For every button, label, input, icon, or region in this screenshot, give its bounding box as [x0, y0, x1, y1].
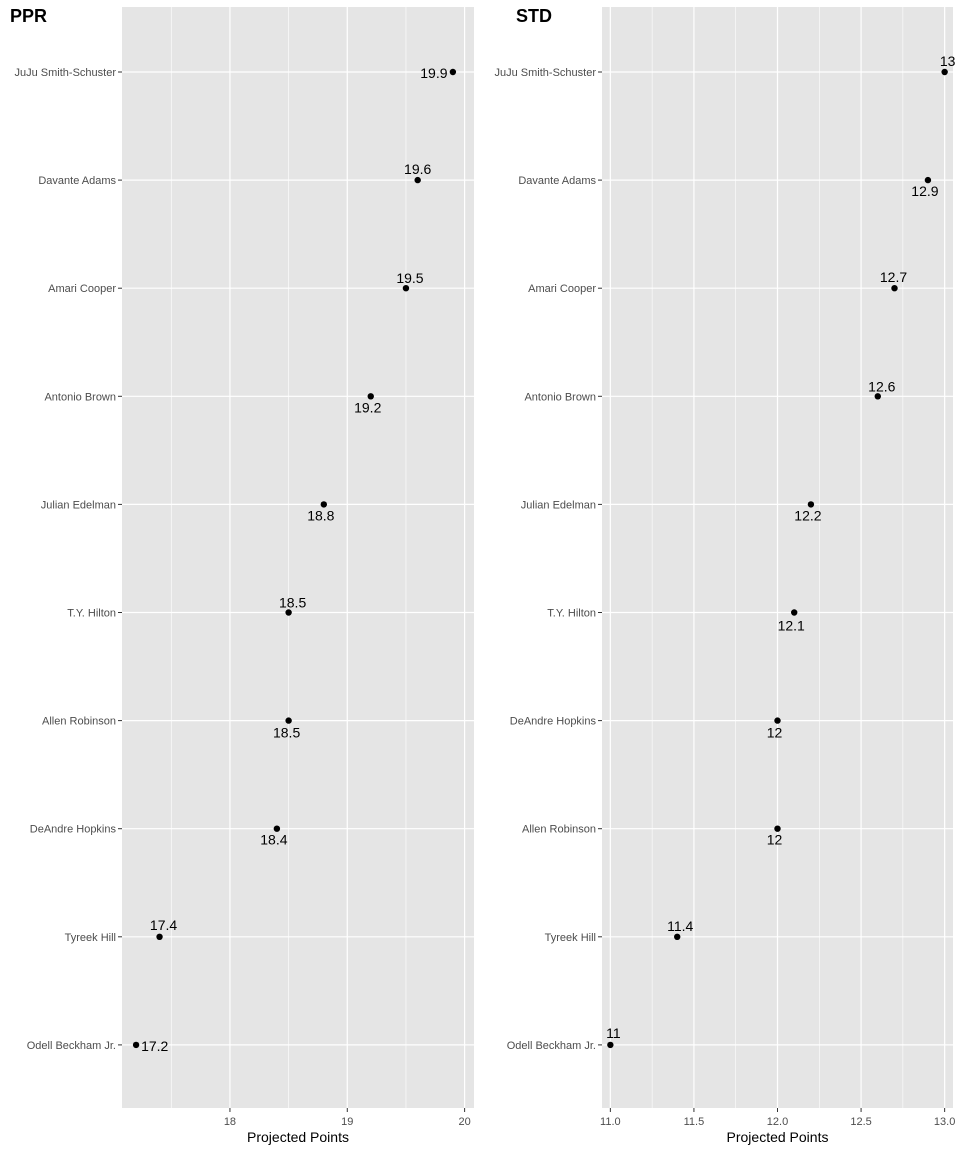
ppr-data-label: 18.5 — [279, 595, 306, 611]
std-x-tick-label: 12.0 — [767, 1116, 788, 1128]
ppr-plot-background — [122, 7, 474, 1108]
std-data-point — [674, 933, 681, 940]
std-data-point — [791, 609, 798, 616]
std-data-label: 11 — [606, 1025, 621, 1041]
ppr-y-tick-label: Amari Cooper — [48, 283, 116, 295]
ppr-y-tick-label: Davante Adams — [38, 175, 116, 187]
std-y-tick-label: DeAndre Hopkins — [510, 716, 597, 728]
ppr-data-point — [402, 285, 410, 292]
ppr-data-point — [320, 501, 328, 508]
ppr-x-axis-title: Projected Points — [247, 1129, 349, 1145]
ppr-y-tick-label: T.Y. Hilton — [67, 608, 116, 620]
std-y-tick-label: Tyreek Hill — [545, 932, 596, 944]
std-y-tick-label: Davante Adams — [518, 175, 596, 187]
ppr-data-point — [367, 393, 374, 400]
std-data-label: 12.7 — [880, 269, 907, 285]
std-data-point — [941, 68, 948, 76]
std-data-point — [807, 501, 815, 508]
ppr-x-tick-label: 18 — [224, 1116, 236, 1128]
ppr-y-tick-label: Allen Robinson — [42, 716, 116, 728]
std-y-tick-label: JuJu Smith-Schuster — [495, 67, 597, 79]
std-data-label: 12 — [767, 725, 783, 741]
std-data-label: 11.4 — [667, 918, 693, 934]
ppr-data-label: 18.5 — [273, 725, 300, 741]
std-data-point — [891, 285, 898, 292]
ppr-y-tick-label: JuJu Smith-Schuster — [15, 67, 117, 79]
ppr-data-point — [285, 717, 292, 724]
ppr-data-label: 18.8 — [307, 507, 334, 523]
ppr-data-label: 19.6 — [404, 161, 431, 177]
std-data-label: 12.2 — [794, 507, 821, 523]
ppr-x-tick-label: 19 — [341, 1116, 353, 1128]
std-data-point — [774, 825, 781, 832]
std-data-point — [924, 176, 932, 184]
std-x-tick-label: 11.5 — [684, 1116, 705, 1128]
std-data-label: 12.1 — [778, 618, 805, 634]
std-data-point — [607, 1041, 614, 1049]
ppr-y-tick-label: Antonio Brown — [44, 391, 116, 403]
ppr-x-tick-label: 20 — [458, 1116, 470, 1128]
std-y-tick-label: Antonio Brown — [524, 391, 596, 403]
std-y-tick-label: Amari Cooper — [528, 283, 596, 295]
ppr-data-point — [156, 933, 163, 940]
ppr-data-point — [414, 176, 421, 184]
std-y-tick-label: Julian Edelman — [521, 499, 596, 511]
std-data-point — [774, 717, 781, 724]
std-y-tick-label: Odell Beckham Jr. — [507, 1040, 596, 1052]
std-y-tick-label: T.Y. Hilton — [547, 608, 596, 620]
std-x-tick-label: 11.0 — [600, 1116, 621, 1128]
std-x-tick-label: 13.0 — [934, 1116, 955, 1128]
ppr-y-tick-label: Julian Edelman — [41, 499, 116, 511]
ppr-data-label: 19.5 — [396, 270, 423, 286]
ppr-data-label: 17.4 — [150, 917, 177, 933]
ppr-panel: 18 19 20 JuJu Smith-Schuster 19.9 Davante Ada… — [10, 6, 474, 1145]
std-x-tick-label: 12.5 — [850, 1116, 871, 1128]
std-data-label: 12.9 — [911, 183, 938, 199]
ppr-data-label: 18.4 — [260, 832, 287, 848]
std-data-label: 12 — [767, 832, 783, 848]
std-data-label: 13 — [940, 53, 956, 69]
ppr-y-tick-label: Tyreek Hill — [65, 932, 116, 944]
ppr-data-label: 19.9 — [420, 65, 447, 81]
std-data-label: 12.6 — [868, 378, 895, 394]
ppr-data-point — [132, 1041, 140, 1049]
ppr-data-point — [449, 68, 457, 76]
std-panel-title: STD — [516, 6, 552, 26]
std-y-tick-label: Allen Robinson — [522, 824, 596, 836]
std-panel: 11.0 11.5 12.0 12.5 13.0 JuJu Smith-Schuster 1… — [495, 6, 956, 1145]
ppr-data-label: 17.2 — [141, 1038, 168, 1054]
ppr-y-tick-label: DeAndre Hopkins — [30, 824, 117, 836]
std-x-axis-title: Projected Points — [727, 1129, 829, 1145]
ppr-panel-title: PPR — [10, 6, 47, 26]
ppr-y-tick-label: Odell Beckham Jr. — [27, 1040, 116, 1052]
ppr-data-point — [285, 609, 292, 616]
std-data-point — [874, 393, 881, 400]
ppr-data-point — [273, 825, 281, 832]
ppr-data-label: 19.2 — [354, 399, 381, 415]
